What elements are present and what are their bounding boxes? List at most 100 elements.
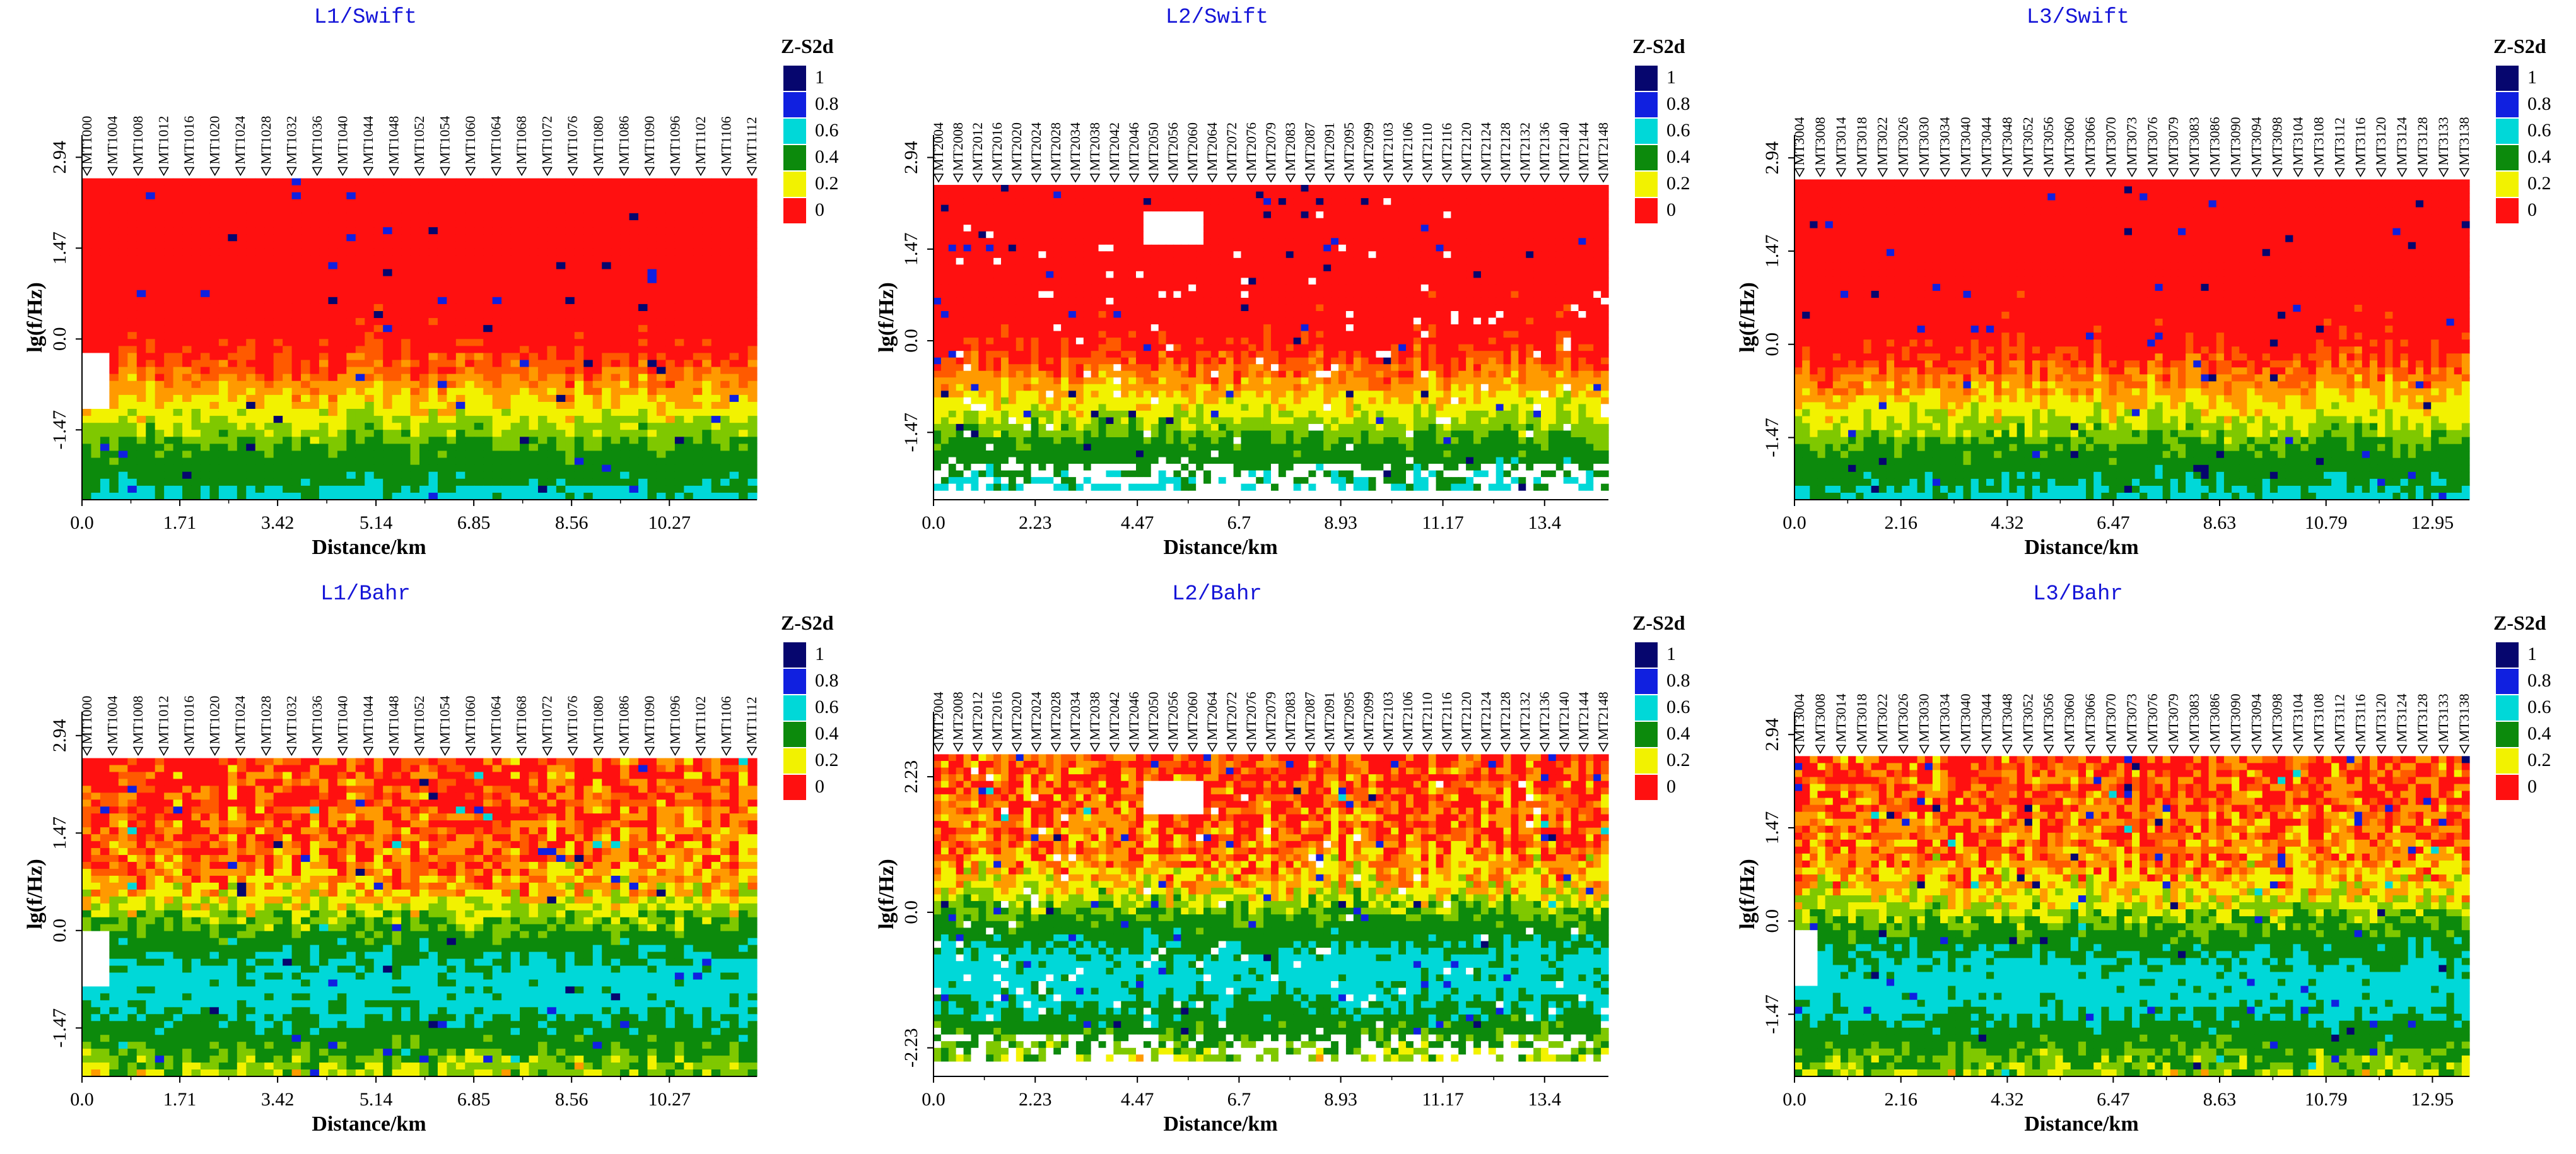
heat-cell [456,430,465,437]
heat-cell [665,367,675,375]
heat-cell [1136,198,1144,205]
heat-cell [228,479,237,486]
heat-cell [146,179,155,186]
heat-cell [483,276,493,284]
heat-cell [1564,218,1571,225]
heat-cell [474,192,484,200]
heat-cell [209,416,219,423]
heat-cell [593,332,602,339]
heat-cell [109,179,119,186]
heat-cell [356,374,365,382]
heat-cell [538,388,547,396]
heat-cell [1113,238,1121,245]
heat-cell [1308,185,1316,192]
heat-cell [447,367,456,375]
heat-cell [1436,245,1444,252]
heat-cell [264,444,274,451]
heat-cell [137,450,146,458]
heat-cell [1106,198,1113,205]
heat-cell [575,450,584,458]
heat-cell [993,211,1001,218]
heat-cell [365,332,374,339]
heat-cell [100,437,110,444]
heat-cell [173,262,183,269]
heat-cell [520,402,529,409]
station-name: MT1054 [437,116,453,165]
heat-cell [538,276,547,284]
heat-cell [483,367,493,375]
heat-cell [264,185,274,193]
heat-cell [1601,278,1608,285]
heat-cell [474,262,484,269]
heat-cell [730,213,739,221]
heat-cell [237,283,247,291]
heat-cell [1226,271,1234,278]
heat-cell [1489,285,1496,291]
heat-cell [665,437,675,444]
heat-cell [246,402,255,409]
heat-cell [1308,245,1316,252]
heat-cell [665,444,675,451]
heat-cell [934,258,941,265]
heat-cell [146,381,155,389]
heat-cell [91,395,100,403]
heat-cell [219,199,228,207]
heat-cell [411,276,420,284]
heat-cell [711,444,721,451]
heat-cell [109,367,119,375]
heat-cell [192,360,201,368]
heat-cell [657,360,666,368]
heat-cell [556,290,566,298]
heat-cell [328,269,337,277]
heat-cell [739,269,748,277]
heat-cell [419,185,429,193]
heat-cell [1601,232,1608,238]
heat-cell [693,234,703,242]
heat-cell [137,269,146,277]
heat-cell [209,472,219,480]
heat-cell [1586,218,1593,225]
heat-cell [328,227,337,235]
heat-cell [602,227,611,235]
heat-cell [1166,291,1174,298]
heat-cell [283,269,292,277]
heat-cell [119,325,128,333]
heat-cell [538,192,547,200]
heat-cell [748,409,758,416]
station-marker [185,168,194,175]
heat-cell [1099,271,1106,278]
heat-cell [137,227,146,235]
heat-cell [547,423,556,430]
heat-cell [164,192,173,200]
heat-cell [283,332,292,339]
heat-cell [438,248,447,256]
heat-cell [82,395,91,403]
heat-cell [292,395,302,403]
heat-cell [1279,238,1286,245]
heat-cell [219,339,228,346]
heat-cell [1586,192,1593,199]
heat-cell [301,227,310,235]
heat-cell [620,220,629,228]
heat-cell [82,458,91,466]
heat-cell [556,297,566,305]
heat-cell [255,255,265,262]
heat-cell [520,437,529,444]
heat-cell [1219,211,1226,218]
heat-cell [520,360,529,368]
heat-cell [1136,232,1144,238]
heat-cell [675,409,684,416]
heat-cell [941,278,949,285]
heat-cell [575,465,584,473]
heat-cell [255,304,265,312]
heat-cell [1361,251,1369,258]
heat-cell [547,374,556,382]
heat-cell [465,192,474,200]
heat-cell [1564,258,1571,265]
heat-cell [978,211,986,218]
heat-cell [1016,211,1024,218]
heat-cell [629,241,639,249]
heat-cell [986,232,993,238]
heat-cell [365,262,374,269]
